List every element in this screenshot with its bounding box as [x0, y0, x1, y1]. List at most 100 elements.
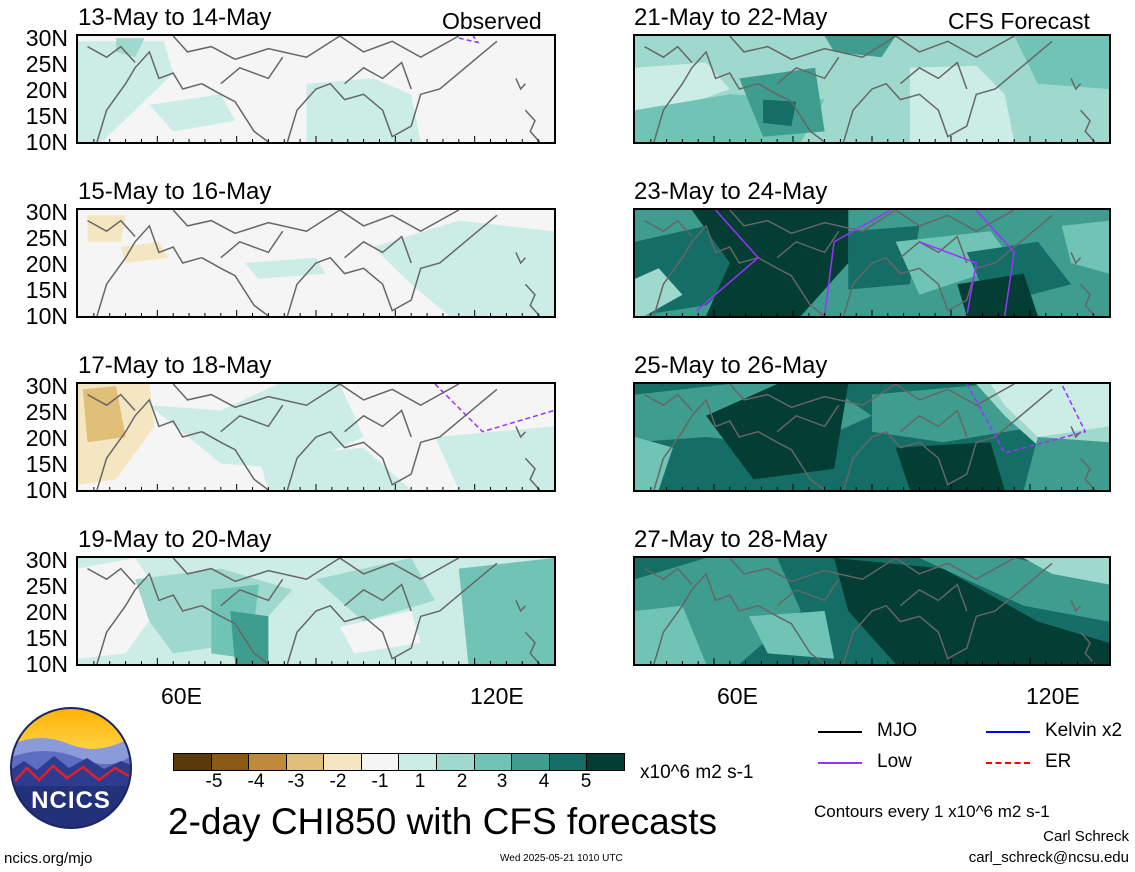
legend-label-low: Low [877, 751, 912, 772]
coastline [653, 572, 759, 664]
lat-label: 30N [25, 547, 68, 573]
colorbar-tick: 5 [580, 771, 592, 792]
coastline [515, 600, 526, 613]
colorbar-swatch [249, 754, 287, 770]
coastline [729, 558, 1015, 583]
coastline [644, 219, 693, 237]
low-contour-dashed [434, 384, 554, 433]
legend-label-mjo: MJO [877, 720, 918, 741]
coastline [344, 583, 412, 612]
anomaly-region [373, 220, 554, 316]
coastline [653, 398, 759, 490]
anomaly-region [895, 231, 1015, 295]
anomaly-region [1023, 437, 1109, 490]
panel-title-8: 27-May to 28-May [634, 526, 828, 553]
author: Carl Schreck [1043, 828, 1129, 845]
coastline [729, 36, 1015, 61]
colorbar-swatch [211, 754, 250, 770]
contours-note: Contours every 1 x10^6 m2 s-1 [814, 802, 1050, 821]
coastline [201, 431, 269, 490]
anomaly-region [116, 38, 145, 58]
cfs-forecast-label: CFS Forecast [948, 8, 1090, 34]
lat-label: 10N [25, 129, 68, 155]
panel-title-6: 25-May to 26-May [634, 352, 828, 379]
coastline [344, 61, 412, 90]
colorbar-tick: 3 [496, 771, 508, 792]
observed-label: Observed [442, 8, 542, 34]
lon-label: 120E [470, 683, 524, 709]
legend-label-kelvin: Kelvin x2 [1045, 720, 1123, 741]
coastline [776, 56, 840, 85]
low-contour-dashed [458, 36, 480, 44]
coastline [1080, 109, 1096, 142]
coastline [515, 426, 526, 439]
colorbar-tick: -2 [329, 771, 347, 792]
anomaly-region [748, 611, 835, 659]
coastline [842, 40, 1053, 142]
coastline [1070, 600, 1082, 613]
colorbar-swatch [587, 754, 624, 770]
coastline [87, 45, 136, 64]
panel-title-5: 17-May to 18-May [78, 352, 272, 379]
anomaly-region [82, 386, 126, 443]
map-panel-21-22-may [633, 34, 1111, 144]
lat-label: 10N [25, 651, 68, 677]
coastline [842, 562, 1053, 664]
map-canvas [78, 384, 554, 490]
colorbar-tick: -1 [371, 771, 389, 792]
coastline [524, 631, 541, 664]
colorbar-tick: -5 [205, 771, 223, 792]
coastline [87, 219, 136, 238]
coastline [87, 393, 136, 412]
anomaly-region [635, 62, 730, 116]
colorbar-swatch [399, 754, 438, 770]
map-panel-23-24-may [633, 208, 1111, 318]
coastline [757, 257, 826, 316]
coastline [776, 578, 840, 607]
legend-line-mjo [818, 731, 862, 733]
map-canvas [635, 558, 1109, 664]
legend-line-kelvin [986, 731, 1030, 733]
map-canvas [78, 36, 554, 142]
coastline [899, 409, 968, 438]
anomaly-region [763, 99, 797, 127]
coastline [644, 567, 693, 585]
colorbar-swatch [549, 754, 588, 770]
coastline [96, 224, 203, 316]
main-title: 2-day CHI850 with CFS forecasts [168, 801, 718, 842]
anomaly-region [824, 36, 896, 58]
colorbar-tick: 2 [456, 771, 468, 792]
map-panel-15-16-may [76, 208, 556, 318]
lat-label: 25N [25, 225, 68, 251]
coastline [644, 393, 693, 411]
map-panel-25-26-may [633, 382, 1111, 492]
lat-label: 15N [25, 625, 68, 651]
coastline [96, 398, 203, 490]
panel-title-1: 13-May to 14-May [78, 4, 272, 31]
lat-label: 10N [25, 303, 68, 329]
map-canvas [635, 210, 1109, 316]
lat-label: 15N [25, 103, 68, 129]
coastline [1080, 457, 1096, 490]
website: ncics.org/mjo [4, 850, 93, 867]
coastline [644, 45, 693, 63]
coastline [776, 230, 840, 259]
panel-title-2: 21-May to 22-May [634, 4, 828, 31]
lat-label: 25N [25, 573, 68, 599]
coastline [172, 384, 460, 409]
anomaly-region [435, 426, 554, 490]
anomaly-region [244, 257, 326, 279]
anomaly-region [458, 558, 554, 664]
colorbar-swatch [286, 754, 325, 770]
anomaly-region [78, 41, 174, 142]
coastline [96, 572, 203, 664]
coastline [1080, 631, 1096, 664]
coastline [653, 50, 759, 142]
anomaly-region [990, 384, 1109, 437]
map-canvas [78, 558, 554, 664]
coastline [286, 562, 498, 664]
colorbar-swatch [474, 754, 513, 770]
map-canvas [78, 210, 554, 316]
anomaly-region [339, 611, 421, 654]
coastline [757, 83, 826, 142]
